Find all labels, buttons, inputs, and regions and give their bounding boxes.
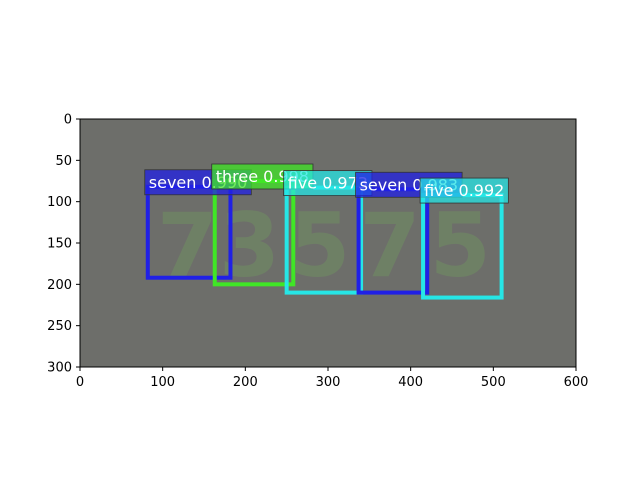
digit-glyph: 7 — [157, 194, 218, 297]
x-tick-label: 500 — [481, 375, 506, 390]
detection-label-background — [419, 177, 509, 204]
y-tick-label: 150 — [47, 237, 72, 252]
x-tick-label: 400 — [398, 375, 423, 390]
y-axis: 0 50 100 150 200 250 300 — [47, 113, 80, 376]
y-tick-label: 250 — [47, 319, 72, 334]
digit-glyph: 3 — [219, 194, 280, 297]
x-tick-label: 0 — [76, 375, 84, 390]
digit-glyph: 5 — [289, 194, 350, 297]
x-tick-label: 300 — [316, 375, 341, 390]
y-tick-label: 50 — [55, 154, 72, 169]
digit-glyph: 7 — [359, 194, 420, 297]
y-tick-label: 100 — [47, 195, 72, 210]
detection-label-text: five 0.992 — [424, 181, 504, 200]
y-tick-label: 300 — [47, 361, 72, 376]
x-axis: 0 100 200 300 400 500 600 — [76, 367, 589, 390]
x-tick-label: 200 — [233, 375, 258, 390]
detection-label-text: five 0.973 — [288, 174, 368, 193]
detection-label: five 0.992 — [419, 177, 509, 204]
x-tick-label: 600 — [564, 375, 589, 390]
y-tick-label: 200 — [47, 278, 72, 293]
y-tick-label: 0 — [64, 113, 72, 128]
x-tick-label: 100 — [150, 375, 175, 390]
digit-glyph: 5 — [430, 194, 491, 297]
image-background — [80, 119, 576, 367]
